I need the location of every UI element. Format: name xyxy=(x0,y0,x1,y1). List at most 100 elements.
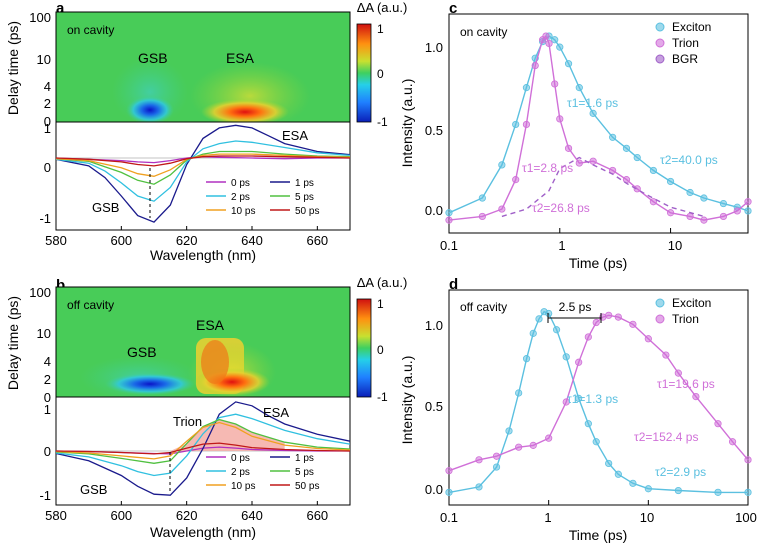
data-point xyxy=(714,420,722,428)
legend-label: 10 ps xyxy=(231,481,255,492)
data-point xyxy=(575,84,583,92)
tick-label: 0.5 xyxy=(425,399,443,414)
tick-label: 1 xyxy=(44,402,51,417)
interval-label: 2.5 ps xyxy=(559,300,592,314)
panel-b: b off cavity GSB ESA 100 10 4 2 0 Delay … xyxy=(5,275,407,540)
data-point xyxy=(498,161,506,169)
colorbar-title: ΔA (a.u.) xyxy=(357,0,408,15)
tick-label: 0.0 xyxy=(425,203,443,218)
data-point xyxy=(492,452,501,460)
tick-label: 620 xyxy=(176,233,198,248)
data-point xyxy=(492,463,501,471)
tick-label: 0 xyxy=(44,160,51,175)
data-point xyxy=(686,212,694,221)
y-axis-label: Intensity (a.u.) xyxy=(399,356,415,445)
data-point xyxy=(733,207,741,215)
data-point xyxy=(562,353,570,361)
data-point xyxy=(545,39,553,48)
data-point xyxy=(562,398,570,406)
map-annotation: GSB xyxy=(127,344,157,360)
fit-line xyxy=(448,310,748,494)
legend-label: 2 ps xyxy=(231,192,250,203)
legend-label: 0 ps xyxy=(231,453,250,464)
legend-d: Exciton Trion xyxy=(655,296,711,326)
data-point xyxy=(575,159,583,167)
annotation: τ2=40.0 ps xyxy=(660,153,718,167)
legend-marker xyxy=(655,314,665,324)
data-point xyxy=(633,153,641,162)
tick-label: 660 xyxy=(306,508,328,523)
series-line xyxy=(56,140,350,202)
tick-label: 2 xyxy=(44,372,51,387)
tick-label: 0 xyxy=(44,390,51,405)
map-annotation: ESA xyxy=(226,50,255,66)
legend-label: 2 ps xyxy=(231,467,250,478)
tick-label: 580 xyxy=(45,508,67,523)
tick-label: 2 xyxy=(44,96,51,111)
legend-label: BGR xyxy=(672,52,698,66)
data-point xyxy=(575,358,583,366)
series-line xyxy=(56,156,350,164)
data-point xyxy=(666,209,675,217)
series-line xyxy=(56,401,350,496)
spec-annotation: ESA xyxy=(263,405,289,420)
map-y-ticks: 100 10 4 2 0 xyxy=(29,10,51,129)
data-point xyxy=(535,315,543,323)
data-point xyxy=(728,438,737,446)
annotation: τ1=2.8 ps xyxy=(522,161,573,175)
data-point xyxy=(515,389,523,397)
plot-label: off cavity xyxy=(460,300,507,314)
data-point xyxy=(592,318,600,327)
data-point xyxy=(605,311,613,319)
panel-c: c on cavity Exciton Trion BGR τ1=1.6 ps τ2… xyxy=(399,0,752,271)
colorbar-tick: 1 xyxy=(377,297,384,311)
data-point xyxy=(662,351,670,359)
tick-label: 10 xyxy=(37,52,51,67)
panel-letter: c xyxy=(449,0,457,17)
tick-label: 620 xyxy=(176,508,198,523)
data-point xyxy=(605,459,613,468)
legend-c: Exciton Trion BGR xyxy=(655,20,711,66)
colorbar-tick: 1 xyxy=(377,22,384,36)
plot-label: on cavity xyxy=(460,25,507,39)
data-point xyxy=(475,456,483,464)
data-point xyxy=(633,185,641,193)
tick-label: 1 xyxy=(544,510,551,525)
x-axis-label: Time (ps) xyxy=(569,527,628,543)
spectra-a xyxy=(56,124,350,223)
trion-fill xyxy=(170,419,285,451)
data-point xyxy=(622,144,631,152)
legend-label: 0 ps xyxy=(231,178,250,189)
tick-label: 640 xyxy=(241,233,263,248)
annotation: τ2=152.4 ps xyxy=(634,430,698,444)
data-point xyxy=(529,329,537,337)
legend-marker xyxy=(655,38,665,48)
spec-annotation: Trion xyxy=(173,414,202,429)
spectra-frame xyxy=(55,121,351,231)
series-line xyxy=(56,413,350,477)
spectra-b xyxy=(56,401,350,496)
data-point xyxy=(589,109,597,117)
data-point xyxy=(445,467,453,475)
data-point xyxy=(478,194,486,202)
data-point xyxy=(531,61,539,70)
tick-label: 600 xyxy=(110,233,132,248)
series-line xyxy=(56,418,350,464)
data-point xyxy=(744,488,752,496)
data-point xyxy=(529,441,537,449)
tick-label: 600 xyxy=(110,508,132,523)
plot-frame xyxy=(448,13,749,234)
legend-label: 1 ps xyxy=(295,178,314,189)
data-point xyxy=(644,335,652,343)
data-point xyxy=(714,488,722,496)
annotation: τ1=19.6 ps xyxy=(657,377,715,391)
legend-label: 50 ps xyxy=(295,206,319,217)
x-axis-label: Time (ps) xyxy=(569,255,628,271)
tick-label: 0.5 xyxy=(425,123,443,138)
y-axis-label: Intensity (a.u.) xyxy=(399,79,415,168)
data-point xyxy=(522,355,531,363)
y-axis-label: Delay time (ps) xyxy=(5,296,21,390)
data-point xyxy=(649,166,658,175)
y-axis-label: Delay time (ps) xyxy=(5,21,21,115)
